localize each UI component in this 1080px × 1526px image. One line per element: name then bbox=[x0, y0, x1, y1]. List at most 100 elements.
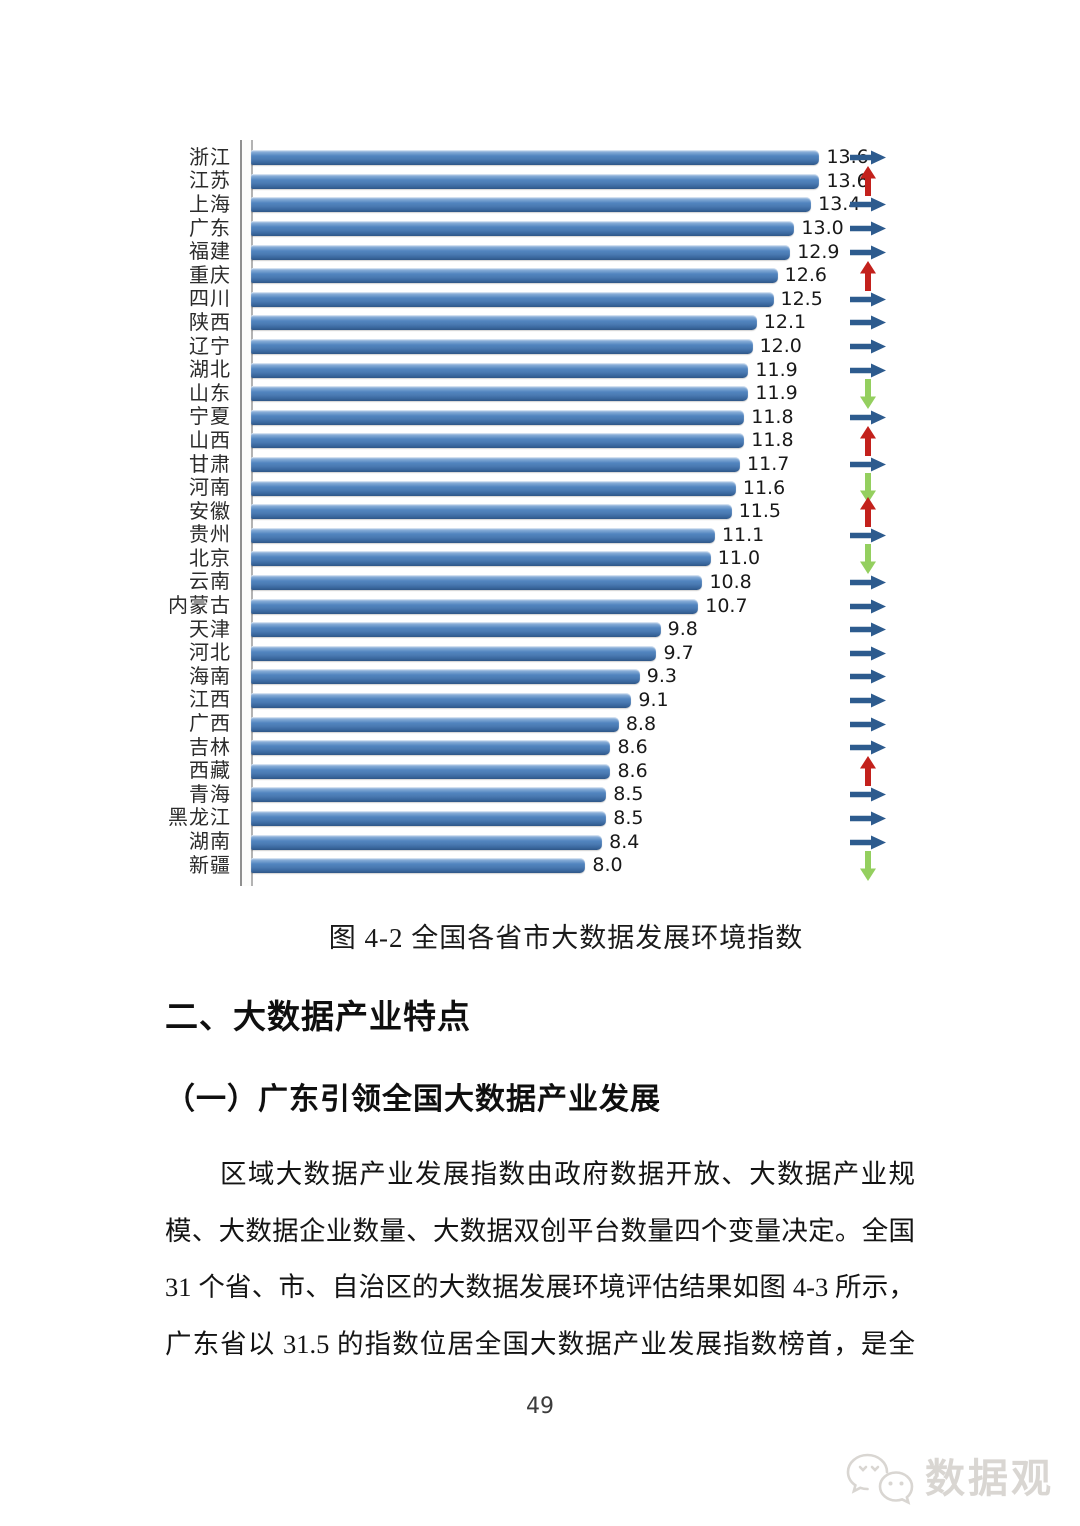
trend-up-icon bbox=[848, 260, 888, 291]
province-label: 海南 bbox=[189, 665, 231, 688]
bar-area: 9.1 bbox=[240, 689, 908, 713]
value-label: 8.4 bbox=[609, 830, 640, 853]
bar-area: 12.9 bbox=[240, 240, 908, 264]
trend-right-icon bbox=[848, 193, 888, 217]
chart-row: 福建 12.9 bbox=[160, 240, 908, 264]
chart-row: 新疆 8.0 bbox=[160, 850, 908, 881]
bar bbox=[251, 150, 820, 166]
bar-area: 13.6 bbox=[240, 166, 908, 197]
bar bbox=[251, 197, 812, 213]
bar-area: 10.8 bbox=[240, 571, 908, 595]
trend-right-icon bbox=[848, 217, 888, 241]
bar-area: 13.4 bbox=[240, 193, 908, 217]
province-label: 黑龙江 bbox=[168, 807, 231, 830]
bar-area: 11.6 bbox=[240, 473, 908, 504]
bar-area: 8.5 bbox=[240, 807, 908, 831]
trend-right-icon bbox=[848, 524, 888, 548]
trend-right-icon bbox=[848, 641, 888, 665]
chart-row: 云南 10.8 bbox=[160, 571, 908, 595]
value-label: 12.5 bbox=[780, 287, 823, 310]
bar bbox=[251, 362, 749, 378]
value-label: 13.4 bbox=[818, 193, 861, 216]
trend-right-icon bbox=[848, 783, 888, 807]
value-label: 9.8 bbox=[667, 618, 698, 641]
watermark-text: 数据观 bbox=[925, 1457, 1054, 1501]
figure-caption: 图 4-2 全国各省市大数据发展环境指数 bbox=[328, 923, 804, 953]
chart-row: 湖北 11.9 bbox=[160, 358, 908, 382]
trend-right-icon bbox=[848, 807, 888, 831]
chart-row: 江西 9.1 bbox=[160, 689, 908, 713]
chart-row: 山西 11.8 bbox=[160, 425, 908, 456]
province-label: 安徽 bbox=[189, 500, 231, 523]
bar bbox=[251, 268, 778, 284]
province-label: 甘肃 bbox=[189, 453, 231, 476]
province-label: 吉林 bbox=[189, 736, 231, 759]
trend-right-icon bbox=[848, 830, 888, 854]
value-label: 11.8 bbox=[751, 429, 794, 452]
trend-right-icon bbox=[848, 240, 888, 264]
bar-area: 8.6 bbox=[240, 736, 908, 760]
trend-right-icon bbox=[848, 618, 888, 642]
bar-area: 8.8 bbox=[240, 712, 908, 736]
province-label: 辽宁 bbox=[189, 335, 231, 358]
value-label: 8.0 bbox=[592, 854, 623, 877]
value-label: 13.6 bbox=[826, 146, 869, 169]
trend-right-icon bbox=[848, 288, 888, 312]
value-label: 12.6 bbox=[784, 264, 827, 287]
bar bbox=[251, 622, 661, 638]
bar-area: 13.0 bbox=[240, 217, 908, 241]
province-label: 上海 bbox=[189, 193, 231, 216]
trend-down-icon bbox=[848, 378, 888, 409]
chart-row: 贵州 11.1 bbox=[160, 524, 908, 548]
value-label: 11.1 bbox=[721, 523, 765, 546]
bar bbox=[251, 574, 703, 590]
province-label: 内蒙古 bbox=[168, 595, 231, 618]
bar bbox=[251, 386, 749, 402]
bar-area: 11.8 bbox=[240, 406, 908, 430]
province-label: 云南 bbox=[189, 571, 231, 594]
bar bbox=[251, 527, 715, 543]
chart-rows: 浙江 13.6 江苏 13.6 上海 13.4 广东 13.0 福建 12.9 重庆 12.6 四川 12… bbox=[160, 146, 908, 881]
chart-row: 陕西 12.1 bbox=[160, 311, 908, 335]
figure-4-2-chart: 浙江 13.6 江苏 13.6 上海 13.4 广东 13.0 福建 12.9 重庆 12.6 四川 12… bbox=[160, 140, 908, 886]
value-label: 11.5 bbox=[738, 500, 781, 523]
chart-row: 安徽 11.5 bbox=[160, 496, 908, 527]
trend-right-icon bbox=[848, 146, 888, 170]
trend-up-icon bbox=[848, 166, 888, 197]
province-label: 浙江 bbox=[189, 146, 231, 169]
watermark: 数据观 bbox=[843, 1452, 1054, 1506]
province-label: 山东 bbox=[189, 382, 231, 405]
bar-area: 8.6 bbox=[240, 756, 908, 787]
value-label: 11.6 bbox=[742, 476, 786, 499]
value-label: 9.7 bbox=[663, 641, 694, 664]
chart-row: 四川 12.5 bbox=[160, 288, 908, 312]
bar bbox=[251, 763, 611, 779]
bar-area: 10.7 bbox=[240, 594, 908, 618]
chart-row: 内蒙古 10.7 bbox=[160, 594, 908, 618]
bar-area: 12.6 bbox=[240, 260, 908, 291]
chart-row: 河南 11.6 bbox=[160, 473, 908, 504]
chart-row: 浙江 13.6 bbox=[160, 146, 908, 170]
bar bbox=[251, 810, 607, 826]
bar bbox=[251, 291, 774, 307]
bar-area: 11.5 bbox=[240, 496, 908, 527]
bar bbox=[251, 315, 757, 331]
trend-down-icon bbox=[848, 473, 888, 504]
chart-row: 海南 9.3 bbox=[160, 665, 908, 689]
trend-up-icon bbox=[848, 496, 888, 527]
bar-area: 12.1 bbox=[240, 311, 908, 335]
trend-right-icon bbox=[848, 335, 888, 359]
value-label: 10.7 bbox=[705, 594, 748, 617]
chart-row: 江苏 13.6 bbox=[160, 166, 908, 197]
bar bbox=[251, 669, 640, 685]
province-label: 河南 bbox=[189, 477, 231, 500]
province-label: 陕西 bbox=[189, 311, 231, 334]
bar-area: 12.5 bbox=[240, 288, 908, 312]
trend-right-icon bbox=[848, 571, 888, 595]
value-label: 9.1 bbox=[638, 688, 669, 711]
bar bbox=[251, 787, 607, 803]
paragraph-line: 区域大数据产业发展指数由政府数据开放、大数据产业规 bbox=[220, 1159, 915, 1189]
chart-row: 黑龙江 8.5 bbox=[160, 807, 908, 831]
trend-down-icon bbox=[848, 543, 888, 574]
bar bbox=[251, 598, 699, 614]
